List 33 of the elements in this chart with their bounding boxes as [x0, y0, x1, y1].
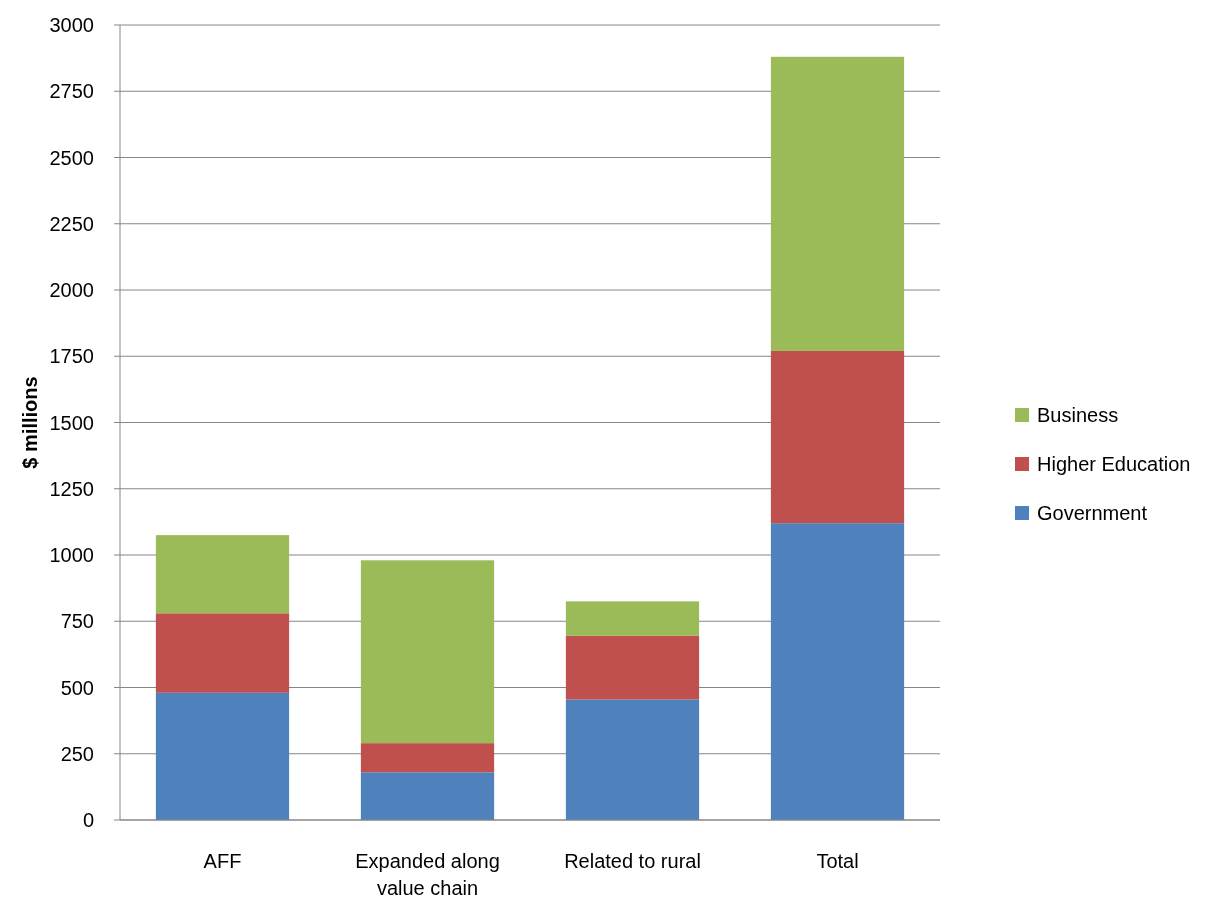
y-tick-label: 0 — [82, 809, 94, 831]
y-tick-label: 2250 — [49, 212, 94, 235]
bar — [565, 635, 700, 700]
y-tick-label: 500 — [60, 676, 94, 699]
bar — [155, 692, 290, 820]
legend-label: Government — [1037, 502, 1148, 524]
y-tick-label: 250 — [60, 742, 94, 765]
bar — [565, 699, 700, 820]
legend-label: Higher Education — [1037, 453, 1191, 475]
x-tick-label: Related to rural — [564, 850, 701, 872]
y-tick-label: 2000 — [49, 279, 94, 301]
bar — [360, 743, 495, 773]
bar — [155, 613, 290, 693]
bar — [770, 56, 905, 351]
bar — [155, 535, 290, 614]
legend-label: Business — [1037, 404, 1119, 426]
y-tick-label: 750 — [60, 610, 94, 633]
x-tick-label: AFF — [203, 850, 242, 872]
y-tick-label: 1750 — [49, 345, 94, 368]
y-tick-label: 3000 — [49, 14, 94, 36]
y-tick-label: 2750 — [49, 80, 94, 103]
x-tick-label: Total — [816, 850, 859, 872]
y-tick-label: 1250 — [49, 477, 94, 500]
bar — [360, 560, 495, 744]
y-tick-label: 2500 — [49, 146, 94, 169]
bar — [770, 523, 905, 820]
y-axis-title: $ millions — [19, 376, 41, 469]
x-tick-label: Expanded along value chain — [355, 850, 500, 899]
y-tick-label: 1500 — [49, 411, 94, 434]
bar — [770, 350, 905, 524]
bar — [565, 601, 700, 636]
bar — [360, 772, 495, 820]
y-tick-label: 1000 — [49, 544, 94, 566]
